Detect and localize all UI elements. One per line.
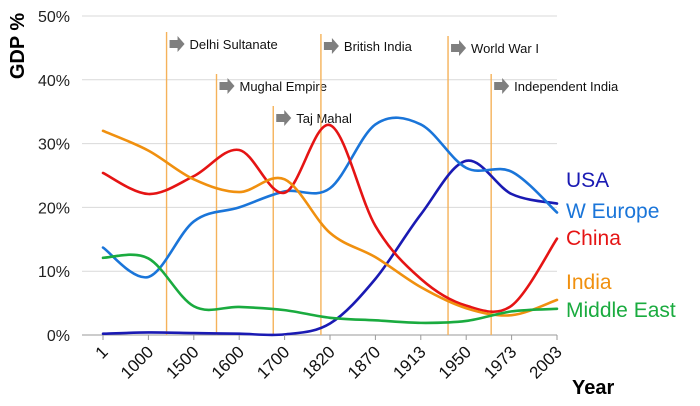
x-tick-label: 1600 — [208, 342, 248, 382]
event-label: Mughal Empire — [240, 79, 327, 94]
series-layer — [101, 116, 559, 337]
series-line-middle-east — [101, 253, 559, 325]
series-line-usa — [101, 159, 559, 337]
label-layer: USA W Europe China India Middle East — [566, 169, 676, 322]
event-layer: Delhi Sultanate Mughal Empire Taj Mahal Bri… — [165, 32, 619, 335]
x-tick-label: 1913 — [389, 342, 429, 382]
x-axis-title: Year — [572, 377, 614, 399]
y-tick-label: 40% — [38, 73, 70, 90]
series-line-w-europe — [101, 116, 559, 279]
y-tick-label: 30% — [38, 137, 70, 154]
event-arrow-icon — [323, 38, 339, 54]
x-tick-label: 1870 — [344, 342, 384, 382]
series-label-china: China — [566, 227, 621, 250]
x-tick-label: 1000 — [117, 342, 157, 382]
grid-layer — [82, 15, 557, 336]
x-tick-label: 1 — [92, 342, 112, 362]
event-label: Delhi Sultanate — [190, 37, 278, 52]
event-arrow-icon — [219, 78, 235, 94]
series-label-usa: USA — [566, 169, 609, 192]
y-axis-title: GDP % — [7, 13, 29, 80]
event-arrow-icon — [169, 36, 185, 52]
event-arrow-icon — [451, 40, 467, 56]
series-line-india — [101, 129, 559, 317]
y-tick-label: 20% — [38, 200, 70, 217]
event-arrow-icon — [276, 110, 292, 126]
series-label-w-europe: W Europe — [566, 200, 659, 223]
series-label-middle-east: Middle East — [566, 299, 676, 322]
x-tick-label: 1950 — [435, 342, 475, 382]
event-label: Independent India — [514, 79, 619, 94]
event-label: World War I — [471, 41, 539, 56]
event-arrow-icon — [494, 78, 510, 94]
y-tick-label: 0% — [47, 328, 70, 345]
x-tick-label: 1700 — [253, 342, 293, 382]
x-tick-label: 2003 — [526, 342, 566, 382]
event-label: British India — [344, 39, 413, 54]
x-tick-label: 1500 — [162, 342, 202, 382]
y-tick-label: 50% — [38, 9, 70, 26]
y-tick-label: 10% — [38, 264, 70, 281]
event-label: Taj Mahal — [296, 111, 352, 126]
x-tick-label: 1820 — [299, 342, 339, 382]
series-label-india: India — [566, 271, 612, 294]
x-tick-label: 1973 — [480, 342, 520, 382]
